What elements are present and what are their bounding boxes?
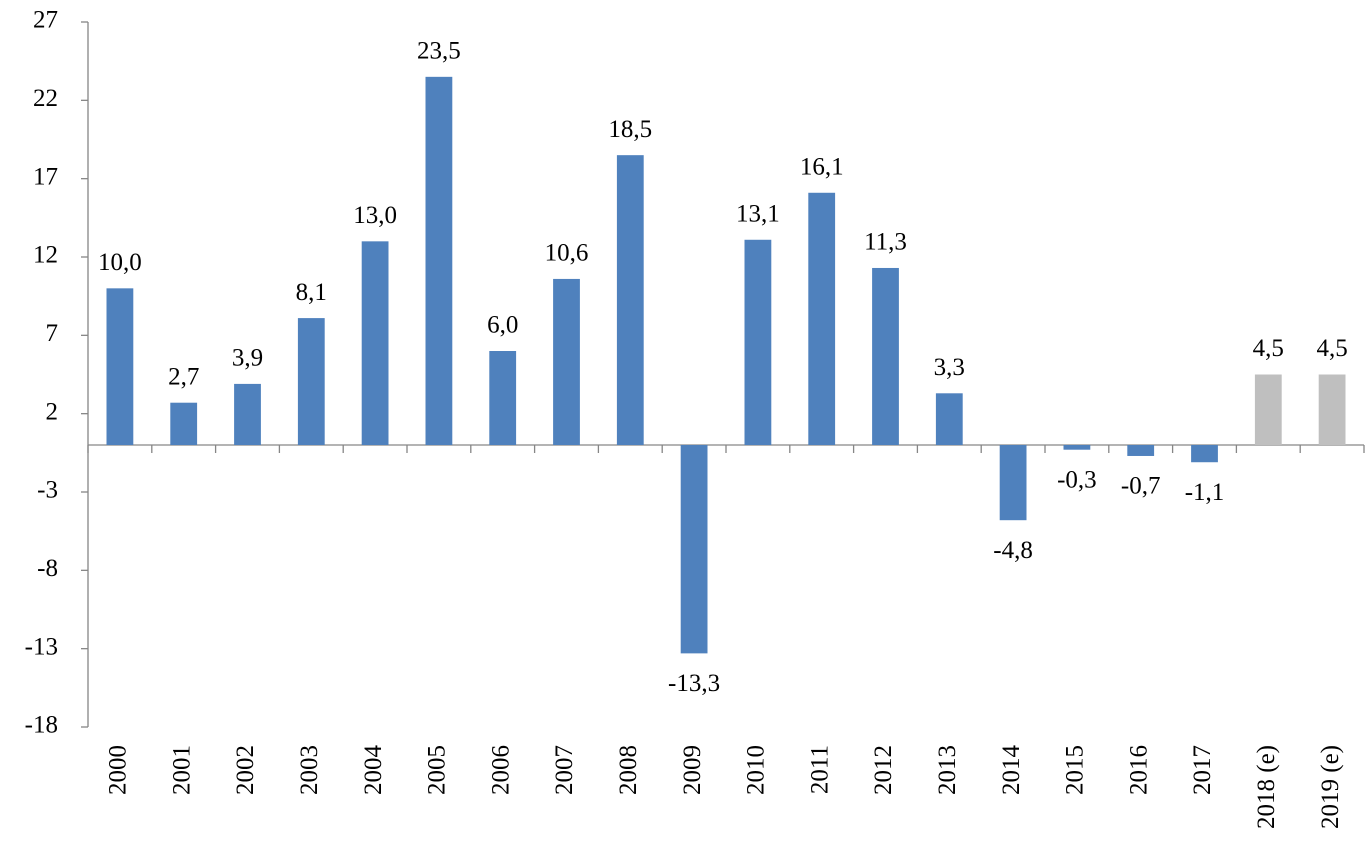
- bar: [808, 192, 836, 445]
- bar: [1318, 374, 1346, 445]
- y-tick-label: -3: [37, 477, 58, 504]
- x-tick-label: 2015: [1062, 745, 1089, 795]
- bar: [1191, 445, 1218, 463]
- value-label: 18,5: [608, 116, 652, 143]
- x-tick-label: 2008: [615, 745, 642, 795]
- x-tick-label: 2011: [806, 745, 833, 794]
- x-tick-label: 2007: [551, 745, 578, 795]
- y-tick-label: -13: [25, 633, 58, 660]
- x-tick-label: 2016: [1125, 745, 1152, 795]
- value-label: 8,1: [296, 279, 327, 306]
- bar: [1127, 445, 1155, 456]
- y-tick-label: 27: [33, 7, 58, 34]
- bar: [106, 288, 134, 445]
- bar: [744, 239, 772, 445]
- value-label: -0,7: [1121, 473, 1161, 500]
- value-label: -1,1: [1185, 479, 1225, 506]
- x-tick-label: 2017: [1189, 745, 1216, 795]
- value-label: 3,3: [934, 354, 965, 381]
- value-label: 6,0: [487, 312, 518, 339]
- value-label: 4,5: [1253, 335, 1284, 362]
- value-label: -13,3: [668, 670, 720, 697]
- y-tick-label: 22: [33, 85, 58, 112]
- value-label: 4,5: [1316, 335, 1347, 362]
- y-tick-label: 17: [33, 163, 58, 190]
- y-tick-label: -18: [25, 712, 58, 739]
- bar: [935, 393, 963, 445]
- value-label: -0,3: [1057, 466, 1097, 493]
- bar: [680, 445, 708, 654]
- value-label: 10,0: [98, 249, 142, 276]
- bar: [489, 351, 517, 445]
- value-label: -4,8: [993, 537, 1033, 564]
- x-tick-label: 2018 (e): [1253, 745, 1280, 829]
- bar: [872, 267, 899, 445]
- bar: [616, 155, 644, 445]
- bar: [999, 445, 1027, 521]
- x-tick-label: 2004: [360, 745, 387, 796]
- value-label: 16,1: [800, 154, 844, 181]
- value-label: 13,1: [736, 201, 780, 228]
- value-label: 10,6: [545, 240, 589, 267]
- bar: [553, 278, 580, 445]
- bar: [297, 318, 325, 445]
- x-tick-label: 2014: [998, 745, 1025, 796]
- x-tick-label: 2000: [105, 745, 132, 795]
- x-tick-label: 2005: [424, 745, 451, 795]
- y-tick-label: -8: [37, 555, 58, 582]
- y-tick-label: 7: [46, 320, 59, 347]
- x-tick-label: 2003: [296, 745, 323, 795]
- bar: [170, 402, 198, 445]
- value-label: 11,3: [864, 229, 907, 256]
- value-label: 23,5: [417, 38, 461, 65]
- y-tick-label: 2: [46, 398, 59, 425]
- value-label: 13,0: [353, 202, 397, 229]
- bar: [234, 383, 261, 445]
- x-tick-label: 2006: [487, 745, 514, 795]
- bar: [361, 241, 389, 445]
- y-tick-label: 12: [33, 242, 58, 269]
- x-tick-label: 2009: [679, 745, 706, 795]
- bar: [1063, 445, 1091, 450]
- x-tick-label: 2019 (e): [1317, 745, 1344, 829]
- x-tick-label: 2013: [934, 745, 961, 795]
- x-tick-label: 2002: [232, 745, 259, 795]
- x-tick-label: 2012: [870, 745, 897, 795]
- value-label: 3,9: [232, 345, 263, 372]
- bar: [425, 76, 453, 445]
- bar: [1254, 374, 1282, 445]
- value-label: 2,7: [168, 363, 199, 390]
- x-tick-label: 2010: [743, 745, 770, 795]
- x-tick-label: 2001: [168, 745, 195, 795]
